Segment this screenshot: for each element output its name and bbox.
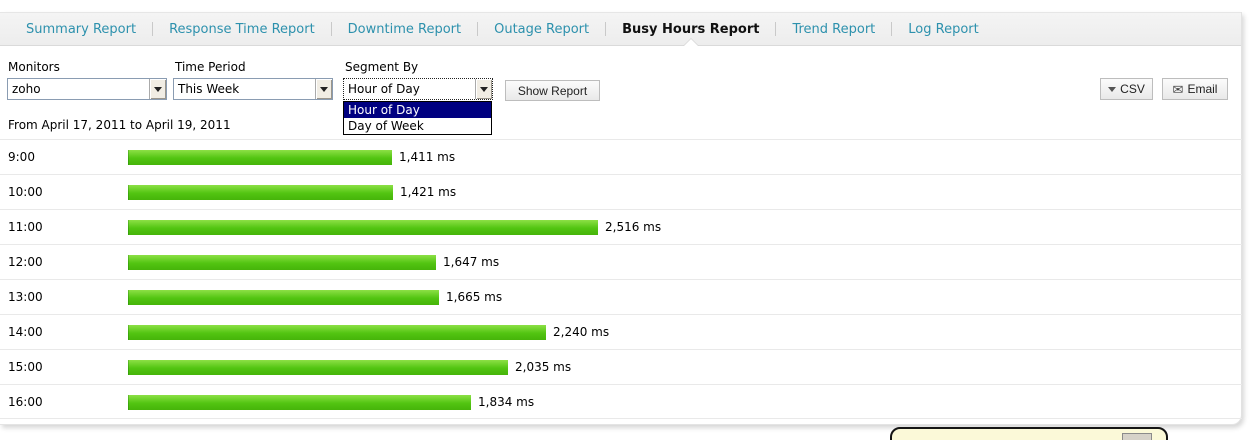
- monitors-select-value: zoho: [12, 82, 41, 96]
- row-time-label: 14:00: [8, 325, 43, 339]
- tab-separator: [605, 22, 607, 36]
- dropdown-option-day-of-week[interactable]: Day of Week: [348, 119, 424, 133]
- dropdown-option-hour-of-day[interactable]: Hour of Day: [344, 102, 491, 118]
- email-button[interactable]: ✉ Email: [1162, 78, 1228, 100]
- tab-response-time-report[interactable]: Response Time Report: [169, 21, 315, 37]
- row-time-label: 15:00: [8, 360, 43, 374]
- segment-by-select-value: Hour of Day: [348, 82, 420, 96]
- tab-separator: [477, 22, 479, 36]
- segment-by-select[interactable]: Hour of Day: [343, 78, 493, 100]
- feedback-widget-button[interactable]: [1122, 433, 1152, 440]
- chart-row: 11:00 2,516 ms: [0, 209, 1242, 244]
- show-report-button[interactable]: Show Report: [505, 80, 600, 101]
- chevron-down-icon: [480, 86, 488, 92]
- tab-separator: [152, 22, 154, 36]
- envelope-icon: ✉: [1172, 81, 1184, 97]
- response-time-bar: [128, 290, 439, 305]
- tab-separator: [775, 22, 777, 36]
- row-value-label: 2,035 ms: [515, 360, 572, 374]
- row-value-label: 1,665 ms: [446, 290, 503, 304]
- time-period-label: Time Period: [175, 60, 246, 74]
- row-value-label: 2,516 ms: [605, 220, 662, 234]
- segment-by-select-arrow-button[interactable]: [475, 79, 492, 99]
- csv-button-label: CSV: [1120, 82, 1145, 96]
- triangle-down-icon: [1108, 86, 1117, 92]
- feedback-widget[interactable]: [890, 427, 1168, 440]
- row-value-label: 1,834 ms: [478, 395, 535, 409]
- row-value-label: 1,421 ms: [400, 185, 457, 199]
- chart-row: 15:00 2,035 ms: [0, 349, 1242, 384]
- active-tab-notch: [682, 39, 699, 47]
- response-time-bar: [128, 325, 546, 340]
- response-time-bar: [128, 360, 508, 375]
- report-tabbar: Summary Report Response Time Report Downti…: [0, 12, 1241, 46]
- response-time-bar: [128, 395, 471, 410]
- time-period-select-value: This Week: [178, 82, 240, 96]
- csv-button[interactable]: CSV: [1100, 78, 1153, 100]
- monitors-select-arrow-button[interactable]: [149, 79, 166, 99]
- row-value-label: 1,647 ms: [443, 255, 500, 269]
- tab-downtime-report[interactable]: Downtime Report: [347, 21, 462, 37]
- chevron-down-icon: [154, 86, 162, 92]
- chart-row: 13:00 1,665 ms: [0, 279, 1242, 314]
- row-time-label: 12:00: [8, 255, 43, 269]
- response-time-bar: [128, 185, 393, 200]
- chevron-down-icon: [320, 86, 328, 92]
- monitors-select[interactable]: zoho: [7, 78, 167, 100]
- chart-row: 9:00 1,411 ms: [0, 139, 1242, 174]
- response-time-bar: [128, 150, 392, 165]
- tab-separator: [330, 22, 332, 36]
- tab-separator: [891, 22, 893, 36]
- tab-trend-report[interactable]: Trend Report: [792, 21, 876, 37]
- response-time-bar: [128, 255, 436, 270]
- email-button-label: Email: [1187, 82, 1218, 96]
- report-panel: Summary Report Response Time Report Downti…: [0, 12, 1242, 425]
- monitors-label: Monitors: [8, 60, 60, 74]
- chart-row: 10:00 1,421 ms: [0, 174, 1242, 209]
- row-time-label: 11:00: [8, 220, 43, 234]
- row-time-label: 16:00: [8, 395, 43, 409]
- response-time-bar: [128, 220, 598, 235]
- busy-hours-bar-chart: 9:00 1,411 ms 10:00 1,421 ms 11:00 2,516 ms 12…: [0, 139, 1242, 419]
- row-time-label: 13:00: [8, 290, 43, 304]
- tab-summary-report[interactable]: Summary Report: [26, 21, 137, 37]
- row-value-label: 1,411 ms: [399, 150, 456, 164]
- row-value-label: 2,240 ms: [553, 325, 610, 339]
- chart-row: 12:00 1,647 ms: [0, 244, 1242, 279]
- segment-by-label: Segment By: [345, 60, 419, 74]
- segment-by-dropdown-list: Hour of Day Day of Week: [343, 101, 492, 135]
- chart-row: 16:00 1,834 ms: [0, 384, 1242, 419]
- show-report-button-label: Show Report: [517, 83, 588, 98]
- tab-busy-hours-report[interactable]: Busy Hours Report: [622, 21, 760, 37]
- chart-row: 14:00 2,240 ms: [0, 314, 1242, 349]
- tab-outage-report[interactable]: Outage Report: [494, 21, 590, 37]
- row-time-label: 9:00: [8, 150, 35, 164]
- time-period-select-arrow-button[interactable]: [315, 79, 332, 99]
- row-time-label: 10:00: [8, 185, 43, 199]
- tab-log-report[interactable]: Log Report: [908, 21, 979, 37]
- time-period-select[interactable]: This Week: [173, 78, 333, 100]
- date-range-text: From April 17, 2011 to April 19, 2011: [8, 118, 231, 132]
